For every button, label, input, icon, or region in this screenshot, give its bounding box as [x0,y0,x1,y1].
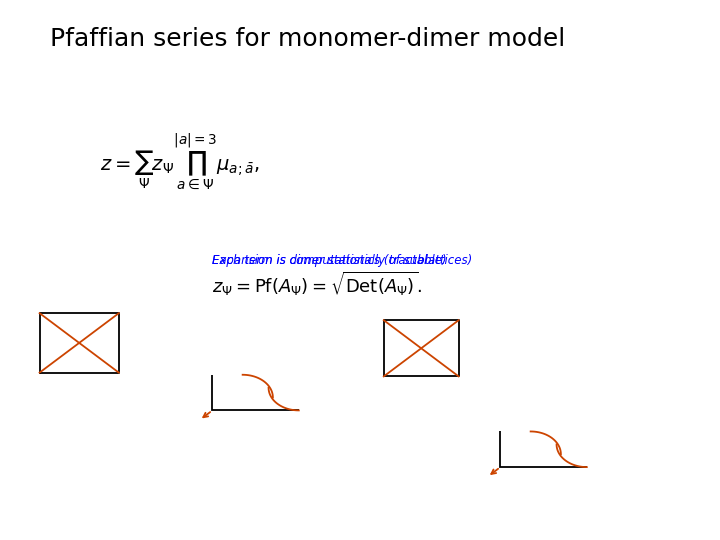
Text: Pfaffian series for monomer-dimer model: Pfaffian series for monomer-dimer model [50,27,566,51]
Text: $z_\Psi = \mathrm{Pf}\left(A_\Psi\right) = \sqrt{\mathrm{Det}\left(A_\Psi\right): $z_\Psi = \mathrm{Pf}\left(A_\Psi\right)… [212,269,422,298]
Text: Expansion is computationally tractable): Expansion is computationally tractable) [212,254,447,267]
Text: $z = \sum_{\Psi} z_\Psi \prod_{a \in \Psi}^{|a|=3} \mu_{a;\bar{a}},$: $z = \sum_{\Psi} z_\Psi \prod_{a \in \Ps… [100,132,260,192]
Text: Each term is dimer statistics (of sublattices): Each term is dimer statistics (of sublat… [212,254,472,267]
